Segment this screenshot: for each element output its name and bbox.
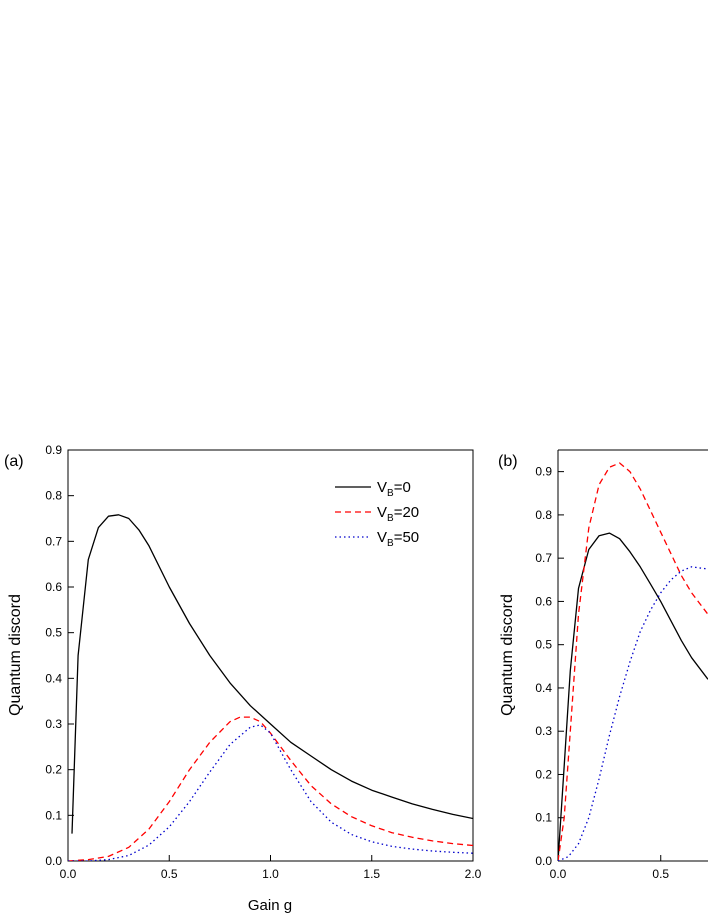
panel-b-y-axis-label: Quantum discord — [499, 594, 516, 716]
panel-a-x-axis-label: Gain g — [248, 897, 292, 914]
panel-a-y-ticks: 0.0 0.1 0.2 0.3 0.4 0.5 0.6 0.7 0.8 0.9 — [45, 443, 74, 868]
panel-a-series — [68, 514, 473, 861]
chart-panel-b: (b) 0.00.10.20.30.40.50.60.70.80.9 0.0 0.… — [498, 449, 708, 881]
y-tick-label: 0.5 — [535, 638, 552, 652]
chart-panel-a: (a) 0.00.10.20.30.40.50.60.70.80.9 0.0 0.… — [4, 443, 482, 914]
y-tick-label: 0.6 — [45, 580, 62, 594]
y-tick-label: 0.1 — [535, 811, 552, 825]
y-tick-label: 0.9 — [45, 443, 62, 457]
panel-a-label: (a) — [4, 453, 24, 470]
series-line-solid — [558, 532, 708, 861]
y-tick-label: 0.8 — [45, 489, 62, 503]
x-tick-label: 0.5 — [161, 867, 178, 881]
y-tick-label: 0.6 — [535, 594, 552, 608]
series-line-dotted — [68, 724, 473, 861]
panel-b-series — [558, 462, 708, 861]
panel-a-y-axis-label: Quantum discord — [7, 594, 24, 716]
y-tick-label: 0.4 — [45, 671, 62, 685]
x-tick-label: 0.0 — [60, 867, 77, 881]
series-line-dashed — [68, 716, 473, 861]
x-tick-label: 0.0 — [550, 867, 567, 881]
legend-label-vb50: VB=50 — [377, 529, 419, 549]
series-line-dotted — [558, 566, 708, 861]
y-tick-label: 0.5 — [45, 626, 62, 640]
legend-entry-vb20: VB=20 — [335, 504, 419, 524]
y-tick-label: 0.0 — [535, 854, 552, 868]
panel-a-x-ticks: 0.0 0.5 1.0 1.5 2.0 — [60, 855, 482, 881]
legend-entry-vb0: VB=0 — [335, 479, 411, 499]
y-tick-label: 0.8 — [535, 508, 552, 522]
y-tick-label: 0.9 — [535, 465, 552, 479]
x-tick-label: 2.0 — [465, 867, 482, 881]
y-tick-label: 0.7 — [45, 534, 62, 548]
x-tick-label: 0.5 — [652, 867, 669, 881]
panel-b-y-ticks: 0.0 0.1 0.2 0.3 0.4 0.5 0.6 0.7 0.8 0.9 — [535, 465, 564, 868]
y-tick-label: 0.1 — [45, 808, 62, 822]
x-tick-label: 1.0 — [262, 867, 279, 881]
y-tick-label: 0.2 — [45, 763, 62, 777]
y-tick-label: 0.7 — [535, 551, 552, 565]
y-tick-label: 0.3 — [535, 724, 552, 738]
y-tick-label: 0.4 — [535, 681, 552, 695]
legend-label-vb20: VB=20 — [377, 504, 419, 524]
legend-entry-vb50: VB=50 — [335, 529, 419, 549]
panel-b-x-ticks: 0.0 0.5 — [550, 855, 669, 881]
y-tick-label: 0.2 — [535, 767, 552, 781]
panel-b-label: (b) — [498, 453, 518, 470]
y-tick-label: 0.0 — [45, 854, 62, 868]
series-line-dashed — [558, 462, 708, 861]
series-line-solid — [71, 514, 473, 834]
y-tick-label: 0.3 — [45, 717, 62, 731]
legend: VB=0 VB=20 VB=50 — [335, 479, 419, 549]
x-tick-label: 1.5 — [363, 867, 380, 881]
legend-label-vb0: VB=0 — [377, 479, 411, 499]
